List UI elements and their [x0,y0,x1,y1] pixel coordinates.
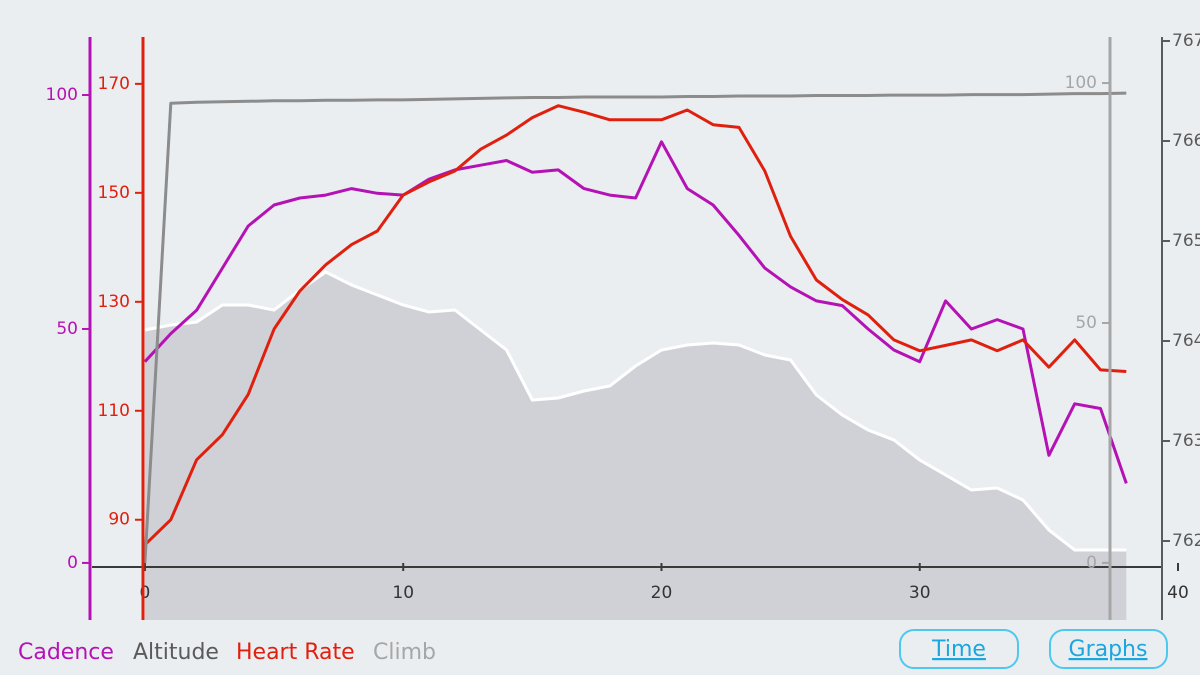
x-tick-label: 10 [392,583,414,603]
time-button-label[interactable]: Time [931,637,986,662]
x-tick-label: 30 [909,583,931,603]
graphs-button[interactable] [1049,629,1168,669]
line [143,104,1127,546]
line [143,91,1127,563]
y4-tick-label: 0 [1086,553,1097,573]
time-button[interactable] [899,629,1019,669]
x-tick-label: 40 [1167,583,1189,603]
area [144,272,1127,620]
y-tick-label: 0 [67,553,78,573]
y3-tick-label: 763 [1172,431,1200,451]
line [143,140,1128,484]
y2-tick-label: 130 [98,292,130,312]
y2-tick-label: 110 [98,401,130,421]
legend-entry: Altitude [133,640,219,665]
y-tick-label: 50 [56,319,78,339]
y2-tick-label: 170 [98,74,130,94]
x-tick-label: 20 [651,583,673,603]
y3-tick-label: 762 [1172,531,1200,551]
y3-tick-label: 764 [1172,331,1200,351]
y3-tick-label: 767 [1172,31,1200,51]
y4-tick-label: 100 [1065,73,1097,93]
graphs-button-label[interactable]: Graphs [1069,637,1148,662]
legend-entry: Climb [373,640,436,665]
y3-tick-label: 766 [1172,131,1200,151]
x-tick-label: 0 [140,583,151,603]
y-tick-label: 100 [46,85,78,105]
y2-tick-label: 150 [98,183,130,203]
legend-entry: Heart Rate [236,640,355,665]
y4-tick-label: 50 [1075,313,1097,333]
y3-tick-label: 765 [1172,231,1200,251]
y2-tick-label: 90 [108,510,130,530]
legend-entry: Cadence [18,640,114,665]
